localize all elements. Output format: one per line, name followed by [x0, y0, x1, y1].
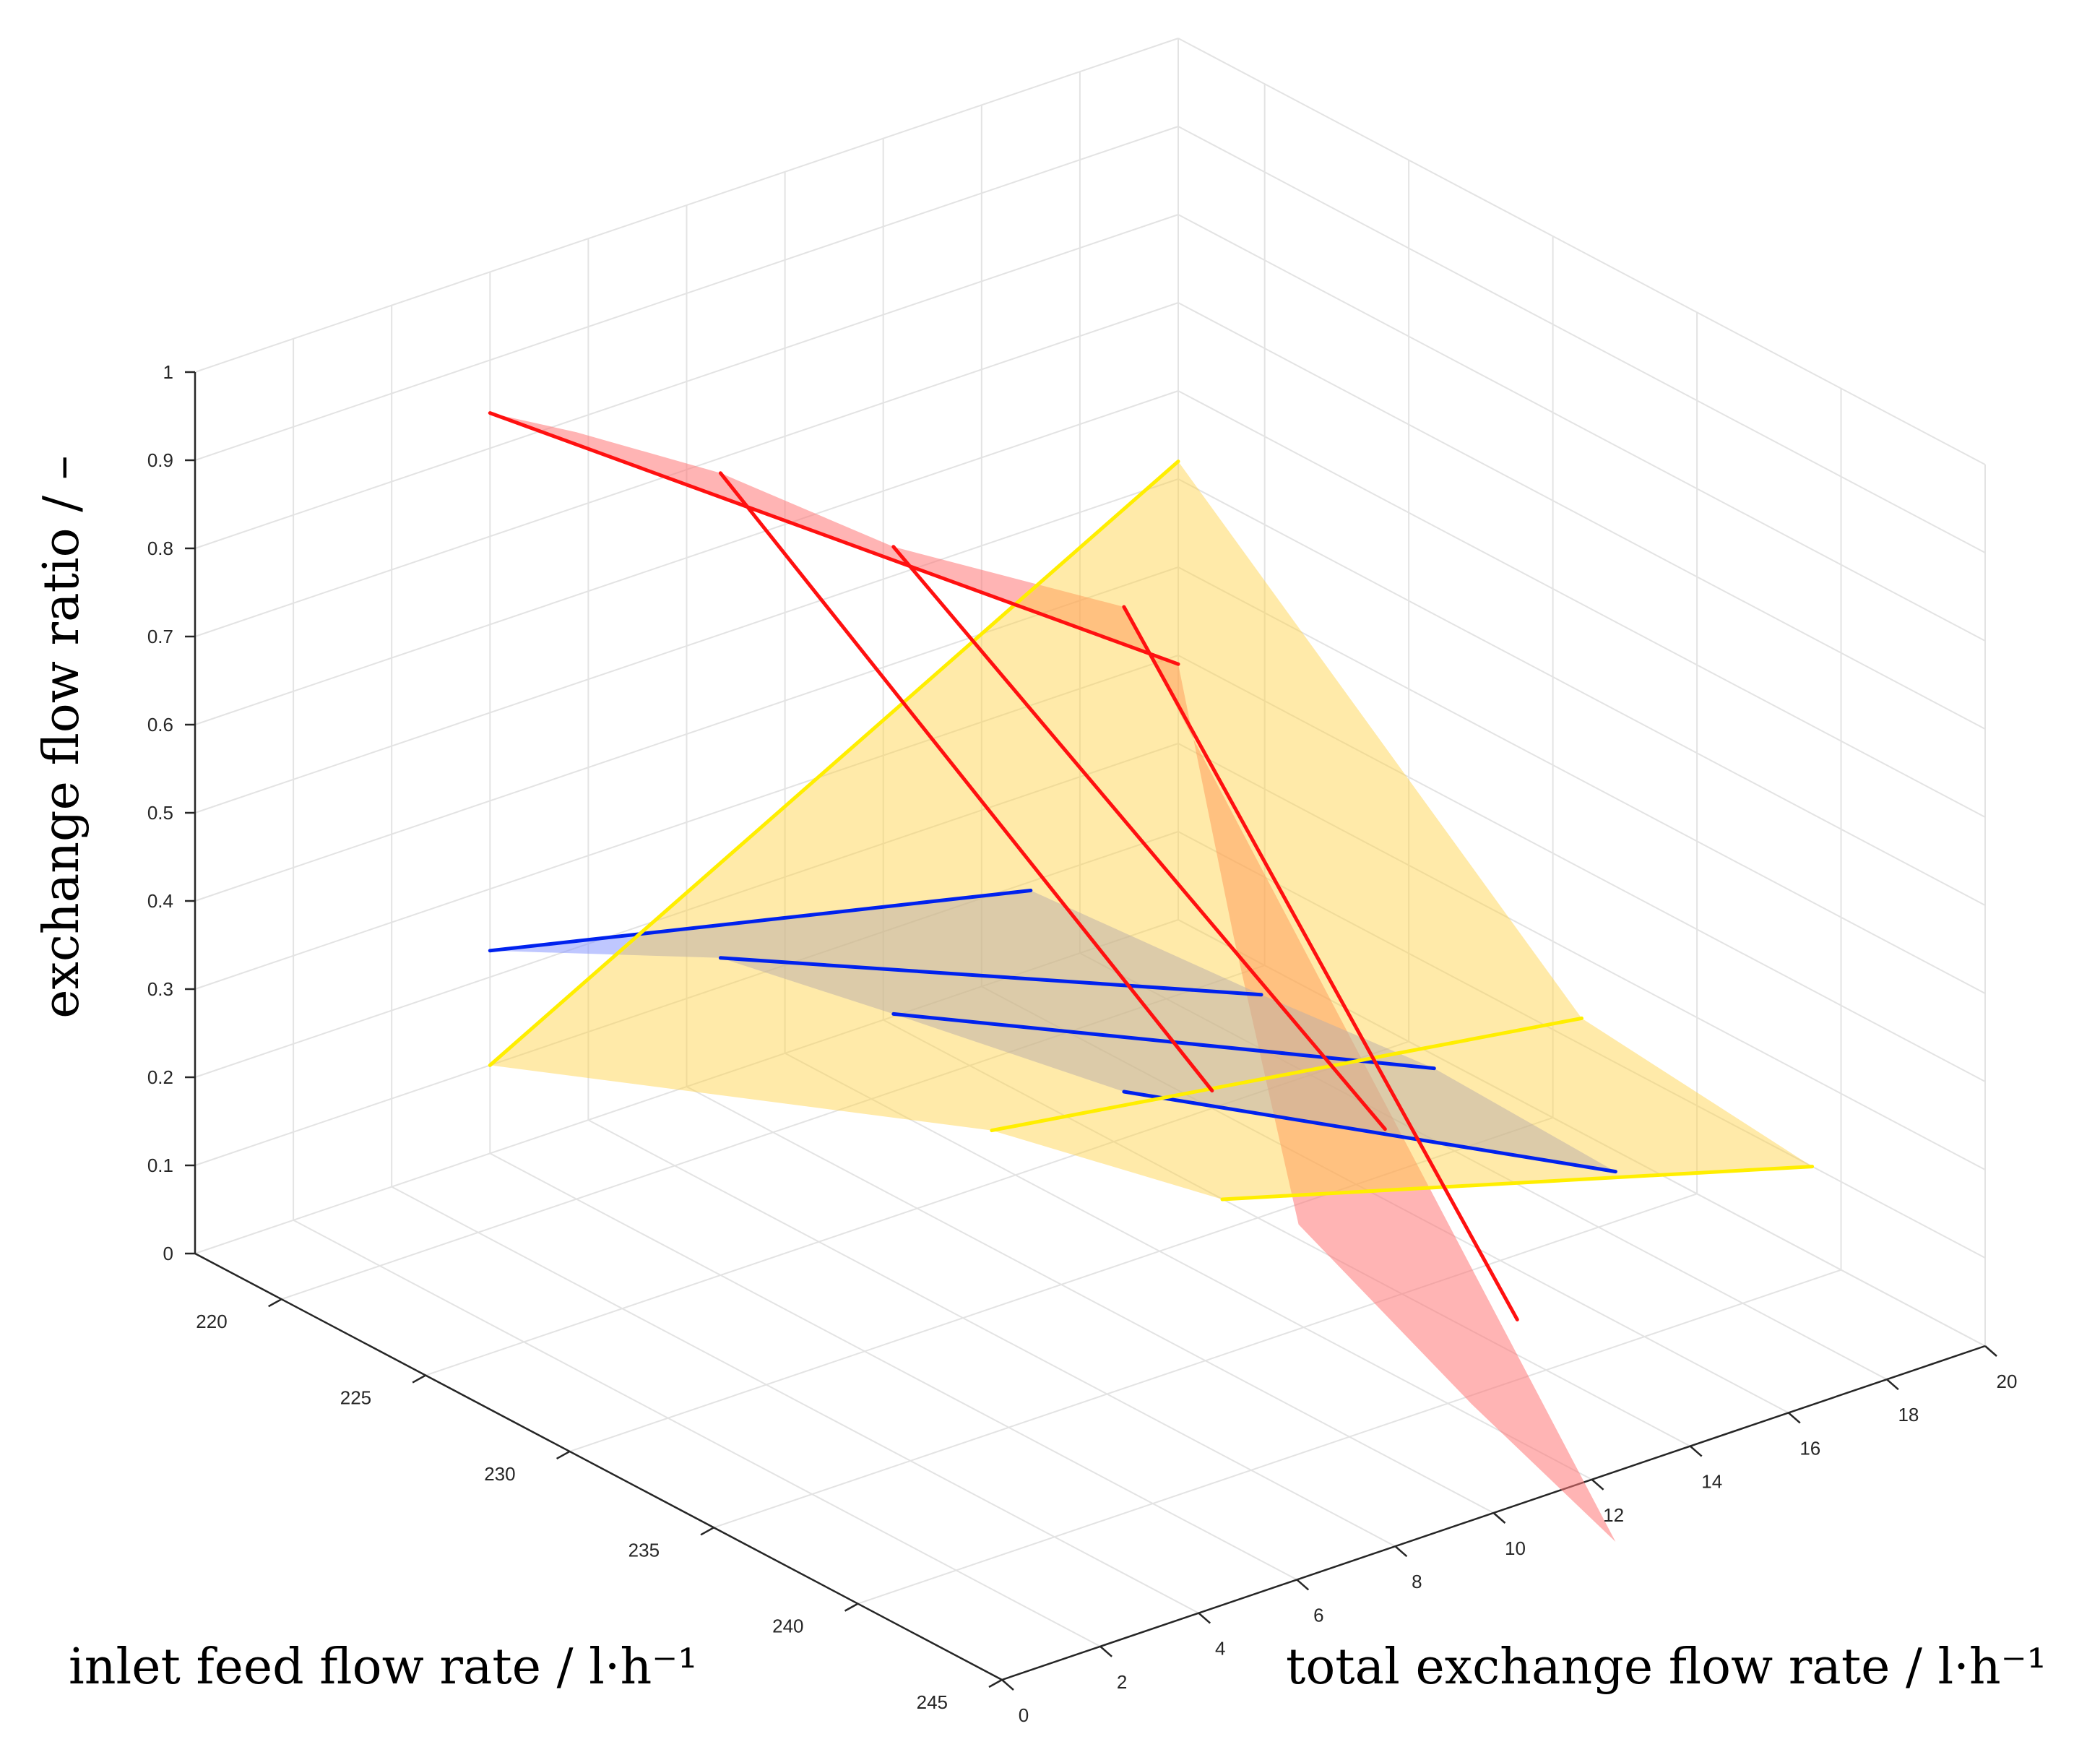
y-tick-mark — [268, 1298, 282, 1308]
floor-grid-y — [857, 1269, 1841, 1605]
blue-series-line-3 — [891, 1011, 1436, 1071]
x-tick-mark — [1099, 1645, 1112, 1657]
floor-grid-x — [587, 1119, 1396, 1548]
z-tick-label: 0.1 — [147, 1155, 173, 1176]
x-tick-mark — [1296, 1579, 1310, 1591]
floor-grid-y — [713, 1193, 1698, 1529]
y-tick-label: 220 — [196, 1311, 227, 1332]
z-tick-label: 1 — [163, 361, 173, 383]
x-tick-mark — [1001, 1679, 1014, 1691]
z-tick-label: 0.9 — [147, 449, 173, 471]
floor-grid-x — [489, 1152, 1297, 1581]
back-wall-grid-z — [194, 743, 1179, 1078]
x-tick-mark — [1591, 1478, 1604, 1491]
x-tick-label: 14 — [1701, 1471, 1722, 1493]
x-tick-mark — [1689, 1445, 1703, 1457]
yellow-surface — [490, 461, 1812, 1199]
red-surface — [490, 413, 1616, 1542]
y-tick-label: 225 — [340, 1387, 371, 1409]
side-wall-grid-z — [1178, 126, 1986, 553]
z-tick-label: 0.7 — [147, 626, 173, 647]
blue-series-line-1 — [488, 889, 1033, 953]
back-wall-grid-z — [194, 126, 1179, 461]
x-axis-label: total exchange flow rate / l·h⁻¹ — [1286, 1639, 2047, 1696]
side-wall-grid-z — [1178, 566, 1986, 994]
back-wall-grid-z — [194, 214, 1179, 549]
x-tick-mark — [1492, 1512, 1506, 1524]
side-wall-grid-z — [1178, 743, 1986, 1170]
red-series-line-4 — [1122, 605, 1519, 1321]
side-wall-grid-z — [1178, 302, 1986, 730]
red-series-line-3 — [891, 545, 1387, 1131]
y-tick-label: 240 — [772, 1616, 803, 1637]
back-wall-grid-z — [194, 831, 1179, 1166]
side-wall-grid-z — [1178, 655, 1986, 1082]
y-axis-label: inlet feed flow rate / l·h⁻¹ — [69, 1639, 697, 1696]
z-tick-label: 0.6 — [147, 714, 173, 736]
blue-series-line-2 — [718, 956, 1263, 997]
x-tick-mark — [1984, 1345, 1997, 1357]
blue-series-line-4 — [1122, 1090, 1617, 1174]
x-tick-mark — [1394, 1545, 1408, 1558]
x-tick-label: 6 — [1313, 1604, 1323, 1626]
red-series-line-2 — [718, 471, 1214, 1093]
x-tick-mark — [1198, 1612, 1211, 1624]
back-wall-grid-z — [194, 655, 1179, 990]
back-wall-grid-z — [194, 390, 1179, 725]
z-tick-label: 0.8 — [147, 538, 173, 559]
x-tick-label: 2 — [1117, 1671, 1127, 1693]
x-tick-mark — [1787, 1412, 1801, 1424]
floor-grid-x — [883, 1019, 1691, 1447]
z-tick-label: 0.5 — [147, 802, 173, 824]
z-axis-label: exchange flow ratio / – — [33, 455, 90, 1019]
x-tick-label: 18 — [1898, 1404, 1919, 1425]
side-wall-grid-z — [1178, 390, 1986, 818]
back-wall-grid-z — [194, 38, 1179, 373]
y-tick-label: 230 — [484, 1463, 515, 1485]
y-tick-label: 235 — [628, 1539, 660, 1561]
yellow-series-line-1 — [488, 460, 1180, 1067]
y-tick-mark — [700, 1527, 714, 1536]
z-tick-label: 0 — [163, 1243, 173, 1264]
floor-grid-x — [785, 1052, 1593, 1480]
x-tick-label: 8 — [1412, 1571, 1422, 1592]
z-tick-label: 0.2 — [147, 1066, 173, 1088]
x-tick-label: 20 — [1997, 1371, 2018, 1392]
floor-grid-x — [686, 1086, 1494, 1514]
x-tick-label: 16 — [1799, 1437, 1820, 1459]
y-tick-mark — [556, 1450, 571, 1460]
side-wall-grid-z — [1178, 831, 1986, 1259]
x-tick-label: 4 — [1215, 1638, 1225, 1660]
side-wall-grid-z — [1178, 38, 1986, 465]
x-tick-label: 0 — [1019, 1704, 1029, 1726]
z-tick-label: 0.4 — [147, 890, 173, 912]
x-tick-label: 12 — [1603, 1504, 1624, 1526]
y-tick-label: 245 — [917, 1691, 948, 1713]
back-wall-grid-z — [194, 566, 1179, 902]
yellow-series-line-2 — [990, 1016, 1583, 1133]
y-axis-line — [194, 1252, 1003, 1681]
floor-grid-x — [293, 1219, 1101, 1647]
yellow-series-line-3 — [1220, 1165, 1815, 1202]
y-tick-mark — [844, 1603, 859, 1612]
back-wall-grid-z — [194, 478, 1179, 814]
x-tick-label: 10 — [1505, 1537, 1526, 1559]
z-tick-label: 0.3 — [147, 978, 173, 1000]
y-tick-mark — [412, 1374, 426, 1384]
side-wall-grid-z — [1178, 214, 1986, 642]
y-tick-mark — [988, 1678, 1003, 1688]
side-wall-grid-z — [1178, 478, 1986, 906]
floor-grid-x — [391, 1186, 1199, 1614]
x-tick-mark — [1886, 1379, 1899, 1391]
red-series-line-1 — [488, 411, 1180, 666]
